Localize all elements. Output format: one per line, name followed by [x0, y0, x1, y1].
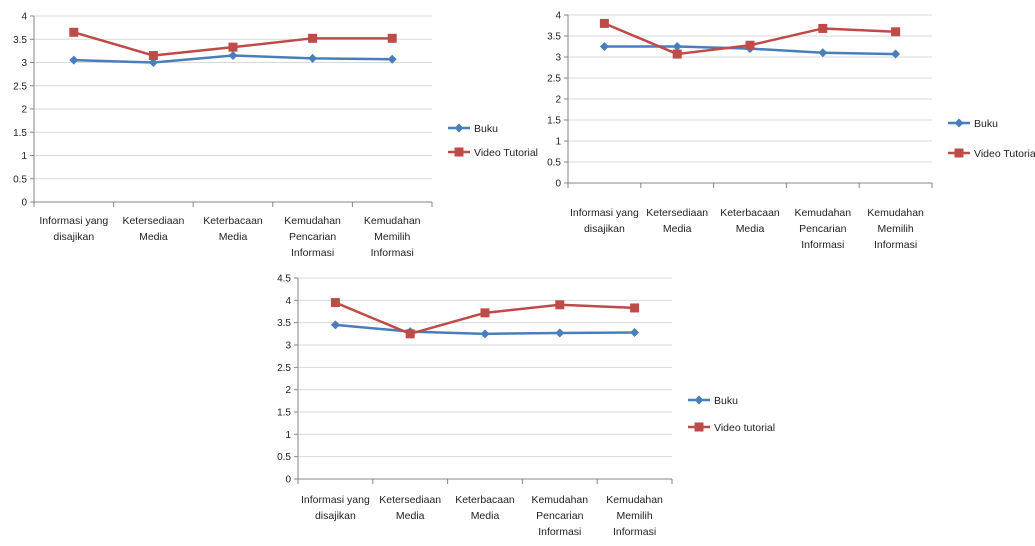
- y-tick-label: 1.5: [277, 408, 291, 419]
- y-tick-label: 4: [285, 296, 291, 307]
- x-tick-label: Ketersediaan Media: [122, 215, 184, 243]
- data-point-buku: [480, 329, 490, 339]
- chart-3-svg: 0 0.5 1 1.5 2 2.5 3 3.5 4 4.5 Informasi yang disaji…: [277, 274, 775, 539]
- data-point-video: [599, 18, 609, 28]
- data-point-buku: [69, 55, 79, 65]
- y-tick-label: 4.5: [277, 274, 291, 285]
- y-tick-label: 0.5: [13, 174, 27, 185]
- data-point-video: [405, 329, 415, 339]
- data-point-video: [672, 49, 682, 59]
- x-tick-label: Ketersediaan Media: [379, 494, 441, 522]
- chart-1-svg: 0 0.5 1 1.5 2 2.5 3 3.5 4 Informasi yang disajikan…: [13, 12, 538, 260]
- x-tick-label: Informasi yang disajikan: [570, 207, 639, 235]
- line-chart-3: 0 0.5 1 1.5 2 2.5 3 3.5 4 4.5 Informasi yang disaji…: [260, 265, 820, 546]
- data-point-video: [745, 40, 755, 50]
- data-point-video: [387, 33, 397, 43]
- x-tick-label: Keterbacaan Media: [455, 494, 515, 522]
- y-tick-label: 3.5: [547, 32, 561, 43]
- y-tick-label: 3: [555, 53, 561, 64]
- data-point-video: [228, 42, 238, 52]
- x-tick-label: Informasi yang disajikan: [39, 215, 108, 243]
- y-tick-label: 3: [285, 341, 291, 352]
- data-point-buku: [228, 51, 238, 61]
- data-point-buku: [672, 42, 682, 51]
- data-point-buku: [308, 53, 318, 63]
- data-point-video: [148, 51, 158, 61]
- x-tick-label: Kemudahan Memilih Informasi: [606, 494, 663, 538]
- y-tick-label: 0: [555, 179, 561, 190]
- legend-label: Buku: [974, 118, 998, 130]
- legend-marker: [954, 148, 964, 158]
- y-tick-label: 4: [21, 12, 27, 23]
- legend-marker: [454, 147, 464, 157]
- y-tick-label: 3.5: [277, 318, 291, 329]
- data-point-video: [308, 33, 318, 43]
- data-point-buku: [330, 320, 340, 330]
- legend-label: Buku: [474, 123, 498, 135]
- x-tick-label: Informasi yang disajikan: [301, 494, 370, 522]
- legend-label: Video tutorial: [714, 422, 775, 434]
- data-point-video: [818, 23, 828, 33]
- x-tick-label: Kemudahan Memilih Informasi: [364, 215, 421, 259]
- data-point-video: [555, 300, 565, 310]
- x-tick-label: Kemudahan Memilih Informasi: [867, 207, 924, 251]
- y-tick-label: 2.5: [547, 74, 561, 85]
- y-tick-label: 1.5: [547, 116, 561, 127]
- x-tick-label: Kemudahan Pencarian Informasi: [531, 494, 588, 538]
- legend-label: Video Tutorial: [974, 148, 1035, 160]
- legend-marker: [454, 123, 464, 133]
- line-chart-2: 0 0.5 1 1.5 2 2.5 3 3.5 4 Informasi yang disajikan…: [540, 0, 1035, 270]
- y-tick-label: 1.5: [13, 128, 27, 139]
- y-tick-label: 0.5: [277, 452, 291, 463]
- data-point-buku: [148, 58, 158, 67]
- x-tick-label: Keterbacaan Media: [720, 207, 780, 235]
- x-tick-label: Keterbacaan Media: [203, 215, 263, 243]
- chart-2-svg: 0 0.5 1 1.5 2 2.5 3 3.5 4 Informasi yang disajikan…: [547, 11, 1035, 252]
- y-tick-label: 2.5: [13, 81, 27, 92]
- data-point-video: [69, 27, 79, 37]
- data-point-video: [480, 308, 490, 318]
- legend-marker: [694, 395, 704, 405]
- x-tick-label: Kemudahan Pencarian Informasi: [794, 207, 851, 251]
- y-tick-label: 2: [21, 105, 27, 116]
- data-point-video: [330, 298, 340, 308]
- line-chart-1: 0 0.5 1 1.5 2 2.5 3 3.5 4 Informasi yang disajikan…: [0, 0, 560, 270]
- data-point-video: [891, 27, 901, 37]
- data-point-buku: [387, 54, 397, 64]
- y-tick-label: 1: [21, 151, 27, 162]
- data-point-buku: [630, 327, 640, 337]
- y-tick-label: 0.5: [547, 158, 561, 169]
- y-tick-label: 0: [21, 198, 27, 209]
- y-tick-label: 3.5: [13, 35, 27, 46]
- y-tick-label: 4: [555, 11, 561, 22]
- x-tick-label: Ketersediaan Media: [646, 207, 708, 235]
- data-point-buku: [891, 49, 901, 59]
- y-tick-label: 3: [21, 58, 27, 69]
- y-tick-label: 2: [555, 95, 561, 106]
- y-tick-label: 2: [285, 385, 291, 396]
- y-tick-label: 2.5: [277, 363, 291, 374]
- legend-label: Video Tutorial: [474, 147, 538, 159]
- x-tick-label: Kemudahan Pencarian Informasi: [284, 215, 341, 259]
- legend-marker: [694, 422, 704, 432]
- y-tick-label: 1: [555, 137, 561, 148]
- data-point-buku: [818, 48, 828, 58]
- data-point-buku: [599, 42, 609, 51]
- y-tick-label: 0: [285, 475, 291, 486]
- legend-marker: [954, 118, 964, 128]
- data-point-buku: [555, 328, 565, 338]
- legend-label: Buku: [714, 395, 738, 407]
- y-tick-label: 1: [285, 430, 291, 441]
- data-point-video: [630, 303, 640, 313]
